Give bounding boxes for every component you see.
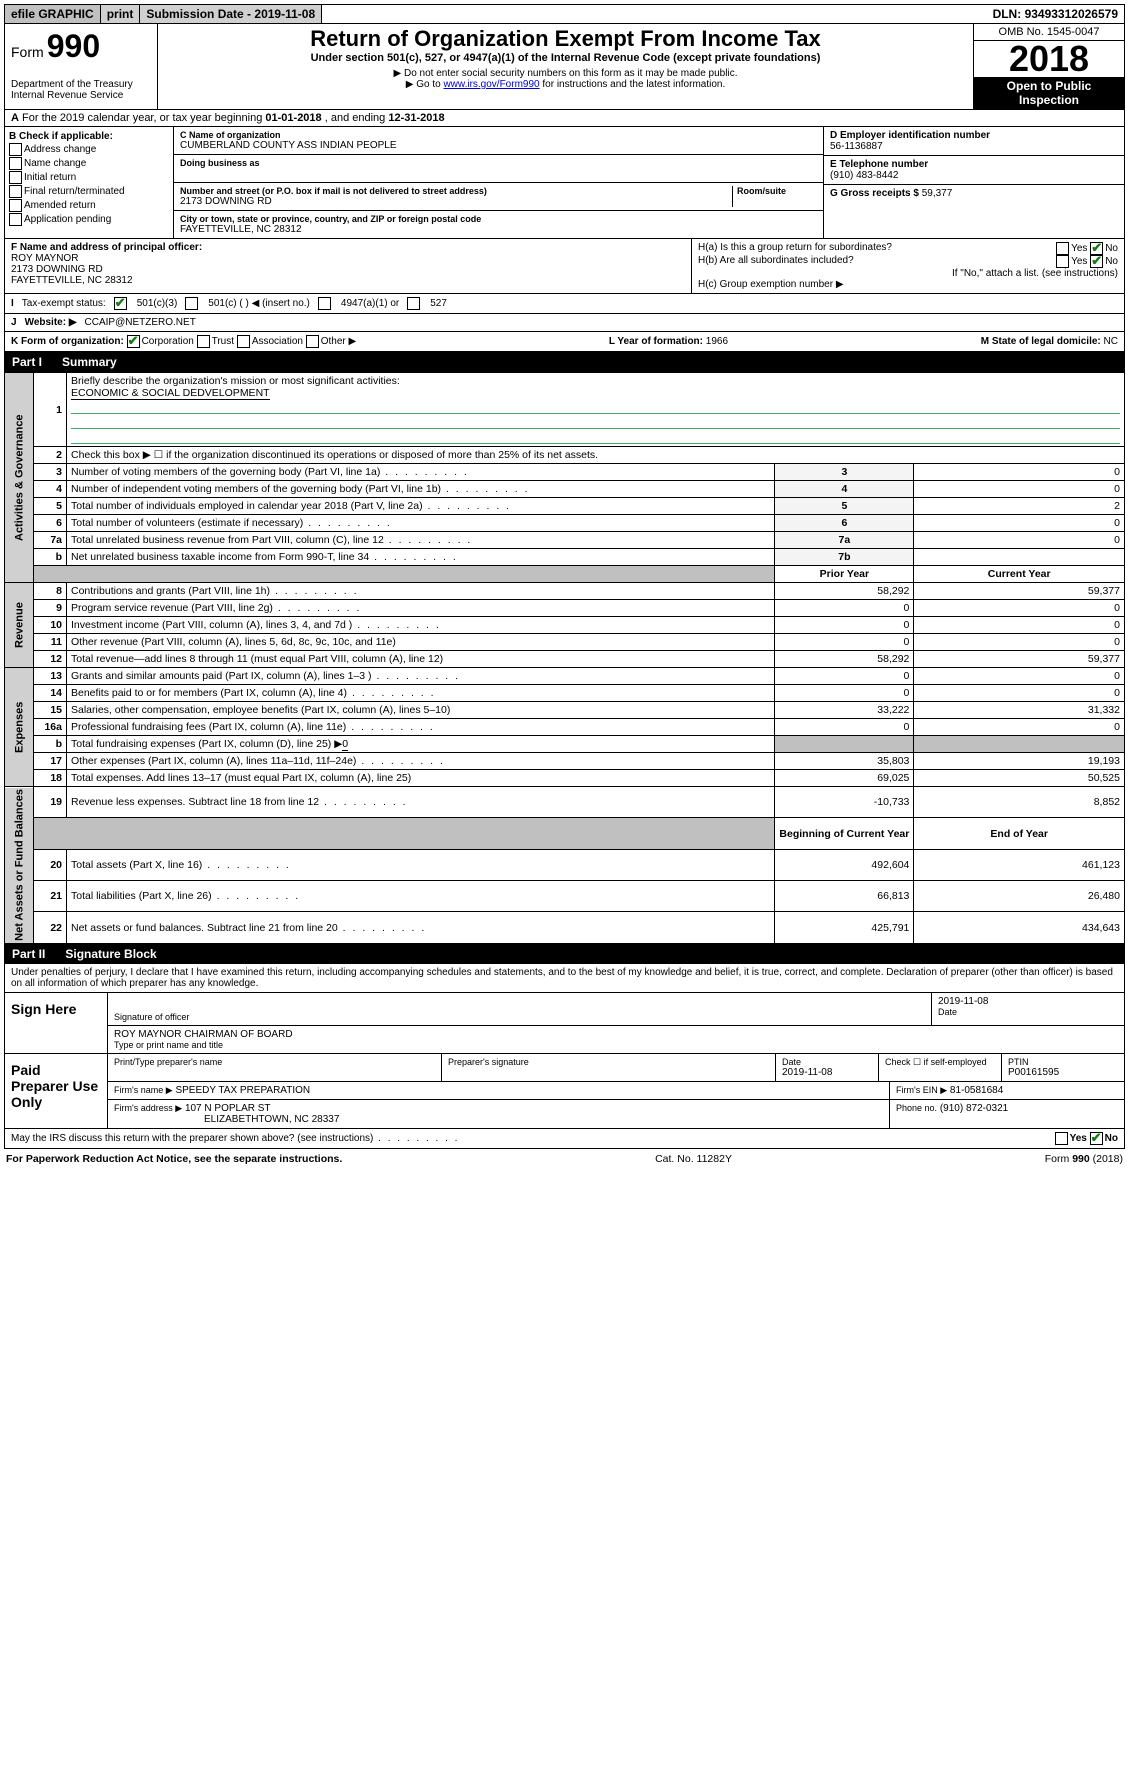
org-address: 2173 DOWNING RD <box>180 196 732 207</box>
val-7a: 0 <box>914 532 1125 549</box>
check-final-return[interactable] <box>9 185 22 198</box>
org-dba <box>180 168 817 179</box>
ein: 56-1136887 <box>830 141 1118 152</box>
tax-year: 2018 <box>974 41 1124 77</box>
officer-name: ROY MAYNOR <box>11 253 685 264</box>
firm-name: SPEEDY TAX PREPARATION <box>175 1085 310 1096</box>
firm-addr1: 107 N POPLAR ST <box>185 1103 271 1114</box>
val-4: 0 <box>914 481 1125 498</box>
part1-header: Part I Summary <box>4 352 1125 372</box>
firm-ein: 81-0581684 <box>950 1085 1003 1096</box>
row-f-h: F Name and address of principal officer:… <box>4 239 1125 294</box>
print-button[interactable]: print <box>101 5 141 23</box>
preparer-date: 2019-11-08 <box>782 1067 872 1078</box>
val-3: 0 <box>914 464 1125 481</box>
check-assoc[interactable] <box>237 335 250 348</box>
check-501c[interactable] <box>185 297 198 310</box>
form-subtitle: Under section 501(c), 527, or 4947(a)(1)… <box>164 52 967 64</box>
discuss-row: May the IRS discuss this return with the… <box>4 1129 1125 1149</box>
efile-label: efile GRAPHIC <box>5 5 101 23</box>
firm-addr2: ELIZABETHTOWN, NC 28337 <box>204 1114 339 1125</box>
row-i: I Tax-exempt status: 501(c)(3) 501(c) ( … <box>4 294 1125 314</box>
check-4947[interactable] <box>318 297 331 310</box>
val-5: 2 <box>914 498 1125 515</box>
footer: For Paperwork Reduction Act Notice, see … <box>4 1149 1125 1169</box>
dept-label: Department of the TreasuryInternal Reven… <box>11 79 151 101</box>
check-hb-yes[interactable] <box>1056 255 1069 268</box>
row-a-period: A For the 2019 calendar year, or tax yea… <box>4 110 1125 127</box>
box-f: F Name and address of principal officer:… <box>5 239 692 293</box>
row-klm: K Form of organization: Corporation Trus… <box>4 332 1125 352</box>
sign-date: 2019-11-08 <box>938 996 1118 1007</box>
note-link: ▶ Go to www.irs.gov/Form990 for instruct… <box>164 79 967 90</box>
perjury-text: Under penalties of perjury, I declare th… <box>4 964 1125 993</box>
year-formation: 1966 <box>706 336 728 347</box>
org-city: FAYETTEVILLE, NC 28312 <box>180 224 817 235</box>
part2-header: Part IISignature Block <box>4 944 1125 964</box>
val-6: 0 <box>914 515 1125 532</box>
check-initial-return[interactable] <box>9 171 22 184</box>
box-d-to-g: D Employer identification number 56-1136… <box>824 127 1124 238</box>
check-501c3[interactable] <box>114 297 127 310</box>
top-bar: efile GRAPHIC print Submission Date - 20… <box>4 4 1125 24</box>
open-to-public: Open to PublicInspection <box>974 77 1124 109</box>
mission-text: ECONOMIC & SOCIAL DEDVELOPMENT <box>71 387 270 400</box>
form-label: Form <box>11 44 44 60</box>
side-expenses: Expenses <box>5 668 34 787</box>
note-ssn: ▶ Do not enter social security numbers o… <box>164 68 967 79</box>
form-title: Return of Organization Exempt From Incom… <box>164 26 967 52</box>
side-revenue: Revenue <box>5 583 34 668</box>
gross-receipts: 59,377 <box>922 188 953 199</box>
form-header: Form 990 Department of the TreasuryInter… <box>4 24 1125 110</box>
paid-preparer-block: Paid Preparer Use Only Print/Type prepar… <box>4 1054 1125 1129</box>
phone: (910) 483-8442 <box>830 170 1118 181</box>
check-corp[interactable] <box>127 335 140 348</box>
website: CCAIP@NETZERO.NET <box>85 317 196 328</box>
val-7b <box>914 549 1125 566</box>
check-hb-no[interactable] <box>1090 255 1103 268</box>
box-c: C Name of organization CUMBERLAND COUNTY… <box>174 127 824 238</box>
check-application-pending[interactable] <box>9 213 22 226</box>
sign-here-block: Sign Here Signature of officer 2019-11-0… <box>4 993 1125 1054</box>
check-527[interactable] <box>407 297 420 310</box>
summary-table: Activities & Governance 1 Briefly descri… <box>4 372 1125 944</box>
org-name: CUMBERLAND COUNTY ASS INDIAN PEOPLE <box>180 140 817 151</box>
header-block: B Check if applicable: Address change Na… <box>4 127 1125 239</box>
state-domicile: NC <box>1104 336 1118 347</box>
dln: DLN: 93493312026579 <box>987 5 1124 23</box>
check-discuss-no[interactable] <box>1090 1132 1103 1145</box>
ptin: P00161595 <box>1008 1067 1118 1078</box>
p8: 58,292 <box>775 583 914 600</box>
side-activities: Activities & Governance <box>5 373 34 583</box>
check-trust[interactable] <box>197 335 210 348</box>
box-b: B Check if applicable: Address change Na… <box>5 127 174 238</box>
box-h: H(a) Is this a group return for subordin… <box>692 239 1124 293</box>
side-netassets: Net Assets or Fund Balances <box>5 787 34 944</box>
officer-signature-name: ROY MAYNOR CHAIRMAN OF BOARD <box>114 1029 1118 1040</box>
irs-link[interactable]: www.irs.gov/Form990 <box>443 79 539 90</box>
check-address-change[interactable] <box>9 143 22 156</box>
check-other[interactable] <box>306 335 319 348</box>
check-ha-yes[interactable] <box>1056 242 1069 255</box>
form-number: 990 <box>47 28 100 64</box>
c8: 59,377 <box>914 583 1125 600</box>
row-j: J Website: ▶ CCAIP@NETZERO.NET <box>4 314 1125 332</box>
check-amended-return[interactable] <box>9 199 22 212</box>
submission-date: Submission Date - 2019-11-08 <box>140 5 322 23</box>
firm-phone: (910) 872-0321 <box>940 1103 1008 1114</box>
check-discuss-yes[interactable] <box>1055 1132 1068 1145</box>
check-name-change[interactable] <box>9 157 22 170</box>
